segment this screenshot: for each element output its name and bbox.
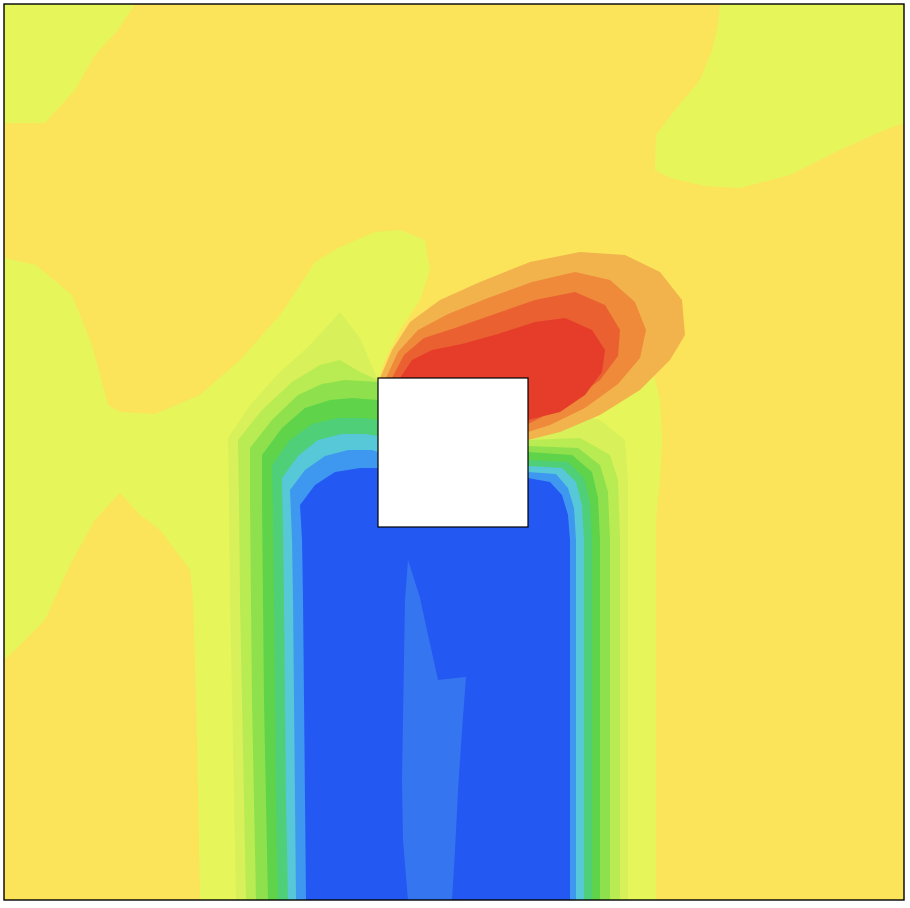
plot-frame [3,3,905,901]
region-top-left-lobe [4,4,135,123]
obstacle-square [377,377,529,528]
region-bottom-left-field [4,493,200,900]
region-top-right-lobe [655,4,904,188]
region-red-core [400,318,605,420]
region-inner-blue-streak [402,560,466,900]
